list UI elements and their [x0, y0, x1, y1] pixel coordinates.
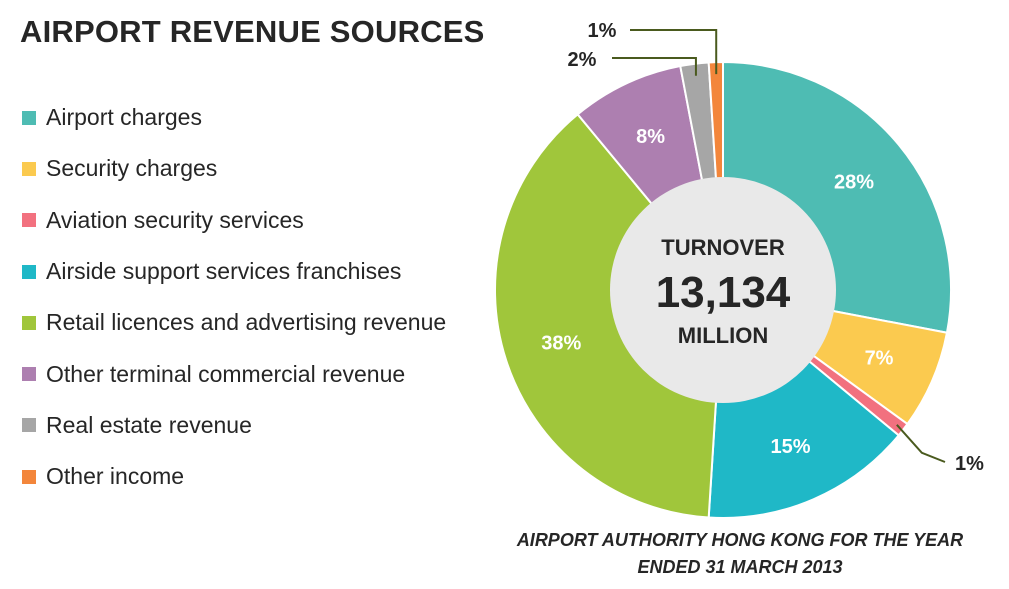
slice-label: 8%	[636, 126, 665, 148]
chart-title: AIRPORT REVENUE SOURCES	[20, 14, 485, 49]
legend-swatch	[22, 367, 36, 382]
slice-label: 7%	[865, 348, 894, 370]
legend-swatch	[22, 264, 36, 279]
center-label-million: MILLION	[678, 323, 768, 348]
legend-swatch	[22, 315, 36, 330]
donut-slice	[494, 112, 725, 519]
legend-item: Airport charges	[22, 92, 446, 143]
leader-line	[896, 424, 946, 463]
legend-label: Other income	[46, 463, 185, 490]
legend-item: Security charges	[22, 143, 446, 194]
leader-line	[630, 29, 718, 75]
legend-label: Airport charges	[46, 104, 202, 131]
slice-label: 28%	[834, 172, 874, 194]
center-turnover-value: 13,134	[656, 268, 791, 317]
legend-item: Real estate revenue	[22, 400, 446, 451]
slice-label: 38%	[541, 333, 581, 355]
legend-label: Airside support services franchises	[46, 258, 402, 285]
slice-label: 1%	[955, 453, 984, 475]
donut-center-disc	[610, 177, 836, 403]
legend-swatch	[22, 469, 36, 484]
legend-label: Security charges	[46, 155, 218, 182]
legend-label: Real estate revenue	[46, 411, 252, 438]
slice-labels: 28% 7% 15% 38% 8% 1% 2% 1%	[541, 20, 984, 475]
legend-swatch	[22, 418, 36, 433]
slice-label: 1%	[588, 20, 617, 42]
legend-label: Retail licences and advertising revenue	[46, 309, 447, 336]
slice-label: 2%	[568, 49, 597, 71]
center-label-turnover: TURNOVER	[661, 235, 785, 260]
legend-label: Other terminal commercial revenue	[46, 360, 406, 387]
leader-line	[612, 57, 697, 76]
legend-swatch	[22, 213, 36, 228]
legend-swatch	[22, 110, 36, 125]
legend-item: Retail licences and advertising revenue	[22, 297, 446, 348]
legend-item: Other income	[22, 451, 446, 502]
legend-item: Other terminal commercial revenue	[22, 348, 446, 399]
legend-label: Aviation security services	[46, 206, 304, 233]
legend: Airport charges Security charges Aviation …	[22, 92, 446, 502]
legend-item: Aviation security services	[22, 195, 446, 246]
legend-swatch	[22, 161, 36, 176]
legend-item: Airside support services franchises	[22, 246, 446, 297]
chart-caption: AIRPORT AUTHORITY HONG KONG FOR THE YEAR…	[516, 530, 964, 577]
slice-label: 15%	[770, 436, 810, 458]
